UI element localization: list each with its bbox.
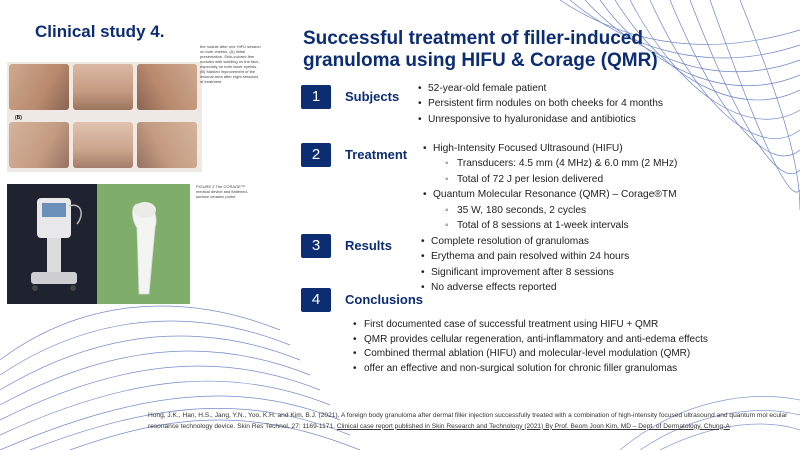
- list-item: offer an effective and non-surgical solu…: [353, 362, 773, 377]
- results-list: Complete resolution of granulomas Erythe…: [421, 234, 629, 296]
- section-number-3: 3: [301, 234, 331, 258]
- patient-photo-right-after: [137, 122, 197, 168]
- list-item: Persistent firm nodules on both cheeks f…: [418, 96, 663, 112]
- patient-photo-front-before: [73, 64, 133, 110]
- figure-label: (B): [15, 115, 22, 121]
- figure2-caption: FIGURE 2 The CORAGE™ medical device and …: [196, 184, 249, 199]
- study-title: Clinical study 4.: [35, 22, 165, 41]
- conclusions-list: First documented case of successful trea…: [353, 318, 773, 376]
- list-item: 52-year-old female patient: [418, 81, 663, 97]
- list-subitem: Total of 72 J per lesion delivered: [423, 172, 677, 188]
- list-subitem: Transducers: 4.5 mm (4 MHz) & 6.0 mm (2 …: [423, 156, 677, 172]
- section-label-subjects: Subjects: [345, 89, 400, 104]
- patient-photo-front-after: [73, 122, 133, 168]
- patient-photo-left-before: [9, 64, 69, 110]
- reference-citation: Hong, J.K., Han, H.S., Jang, Y.N., Yoo, …: [148, 411, 788, 432]
- list-subitem: Total of 8 sessions at 1-week intervals: [423, 218, 677, 234]
- list-item: First documented case of successful trea…: [353, 318, 773, 333]
- section-number-4: 4: [301, 288, 331, 312]
- list-item: Significant improvement after 8 sessions: [421, 265, 629, 281]
- list-item: Erythema and pain resolved within 24 hou…: [421, 249, 629, 265]
- section-number-2: 2: [301, 143, 331, 167]
- section-number-1: 1: [301, 85, 331, 109]
- list-item: Complete resolution of granulomas: [421, 234, 629, 250]
- section-label-results: Results: [345, 238, 392, 253]
- corage-device-photo: [7, 184, 97, 304]
- reference-link[interactable]: Clinical case report published in Skin R…: [336, 422, 730, 430]
- section-label-conclusions: Conclusions: [345, 292, 424, 307]
- patient-photo-right-before: [137, 64, 197, 110]
- section-label-treatment: Treatment: [345, 147, 408, 162]
- ceramic-probe-illustration: [132, 202, 157, 295]
- list-item: High-Intensity Focused Ultrasound (HIFU): [423, 141, 677, 157]
- corage-device-illustration: [31, 198, 82, 291]
- main-title: Successful treatment of filler-induced g…: [303, 28, 658, 71]
- list-item: Quantum Molecular Resonance (QMR) – Cora…: [423, 187, 677, 203]
- device-photos: [7, 184, 190, 304]
- list-item: Combined thermal ablation (HIFU) and mol…: [353, 347, 773, 362]
- list-item: QMR provides cellular regeneration, anti…: [353, 333, 773, 348]
- ceramic-probe-photo: [97, 184, 190, 304]
- list-subitem: 35 W, 180 seconds, 2 cycles: [423, 203, 677, 219]
- figure1-caption: the nodule after one HIFU session on bot…: [200, 44, 261, 84]
- treatment-list: High-Intensity Focused Ultrasound (HIFU)…: [423, 141, 677, 234]
- list-item: No adverse effects reported: [421, 280, 629, 296]
- citation-text: Hong, J.K., Han, H.S., Jang, Y.N., Yoo, …: [148, 412, 788, 430]
- clinical-photos: (B): [7, 62, 202, 172]
- patient-photo-left-after: [9, 122, 69, 168]
- list-item: Unresponsive to hyaluronidase and antibi…: [418, 112, 663, 128]
- subjects-list: 52-year-old female patient Persistent fi…: [418, 81, 663, 128]
